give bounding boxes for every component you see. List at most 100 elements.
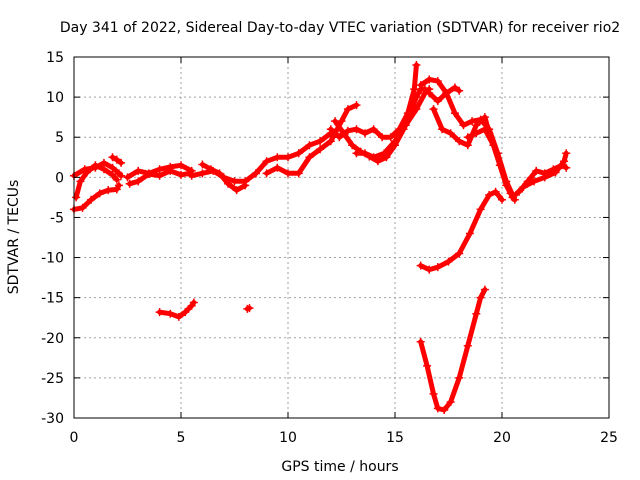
data-point [326,125,335,134]
data-point [412,105,421,114]
data-point [450,83,459,92]
x-tick-label: 0 [70,430,79,446]
series-track-i [198,160,250,195]
data-point [480,125,489,134]
data-point [433,263,442,272]
data-point [187,171,196,180]
data-point [108,170,117,179]
data-point [446,129,455,138]
data-point [251,169,260,178]
data-point [343,126,352,135]
x-tick-label: 10 [279,430,297,446]
series-trace [264,102,359,176]
data-point [472,121,481,130]
data-point [294,169,303,178]
x-tick-label: 20 [493,430,511,446]
series-track-l [262,101,361,178]
x-tick-label: 25 [600,430,618,446]
plot-frame [73,56,610,419]
data-point [104,186,113,195]
data-point [444,257,453,266]
data-point [112,155,121,164]
data-point [491,187,500,196]
data-point [425,265,434,274]
series-trace [199,162,248,193]
y-tick-label: 15 [46,50,64,66]
data-point [429,389,438,398]
data-point [438,125,447,134]
data-point [82,168,91,177]
data-point [99,165,108,174]
data-point [155,308,164,317]
data-point [489,141,498,150]
data-point [117,158,126,167]
data-point [189,298,198,307]
data-point [369,125,378,134]
data-point [284,169,292,178]
data-point [241,181,250,190]
data-point [401,121,410,130]
data-point [416,81,425,90]
data-point [423,361,432,370]
chart-title: Day 341 of 2022, Sidereal Day-to-day VTE… [60,20,620,36]
data-point [459,121,468,130]
data-point [540,169,549,178]
series-trace [418,287,488,413]
y-tick-label: 5 [55,130,64,146]
data-point [215,169,224,178]
data-point [450,109,459,118]
series-track-k [251,129,335,178]
data-point [134,166,143,175]
data-point [352,101,361,110]
data-point [262,157,271,166]
data-point [472,309,481,318]
data-point [87,195,96,204]
data-series [70,61,571,414]
data-point [412,61,421,70]
data-point [508,193,517,202]
data-point [224,179,233,188]
data-point [273,163,282,172]
data-point [502,181,511,190]
data-point [515,187,524,196]
series-track-v [515,161,571,196]
series-track-c [72,161,121,202]
data-point [245,304,254,313]
series-track-o [352,85,434,162]
data-point [206,165,215,174]
data-point [112,185,121,194]
data-point [442,89,451,98]
data-point [343,105,352,114]
data-point [361,149,370,158]
data-point [549,165,558,174]
data-point [523,177,532,186]
data-point [174,312,183,321]
series-trace [354,86,432,160]
data-point [562,163,571,172]
data-point [78,203,87,212]
data-point [373,157,382,166]
data-point [455,249,464,258]
data-point [440,405,449,414]
data-point [446,397,455,406]
data-point [429,105,438,114]
series-trace [157,300,197,320]
data-point [378,133,387,142]
data-point [455,137,464,146]
series-track-d [108,153,126,167]
data-point [198,169,207,178]
y-tick-label: -30 [41,411,64,427]
data-point [480,285,489,294]
data-point [416,261,425,270]
data-point [76,177,85,186]
data-point [273,153,282,162]
data-point [465,229,474,238]
series-track-w [416,285,489,414]
data-point [316,137,325,146]
y-tick-label: -5 [50,210,64,226]
data-point [134,177,143,186]
data-point [403,109,412,118]
series-track-j [243,304,254,313]
data-point [326,137,335,146]
x-tick-label: 5 [177,430,186,446]
